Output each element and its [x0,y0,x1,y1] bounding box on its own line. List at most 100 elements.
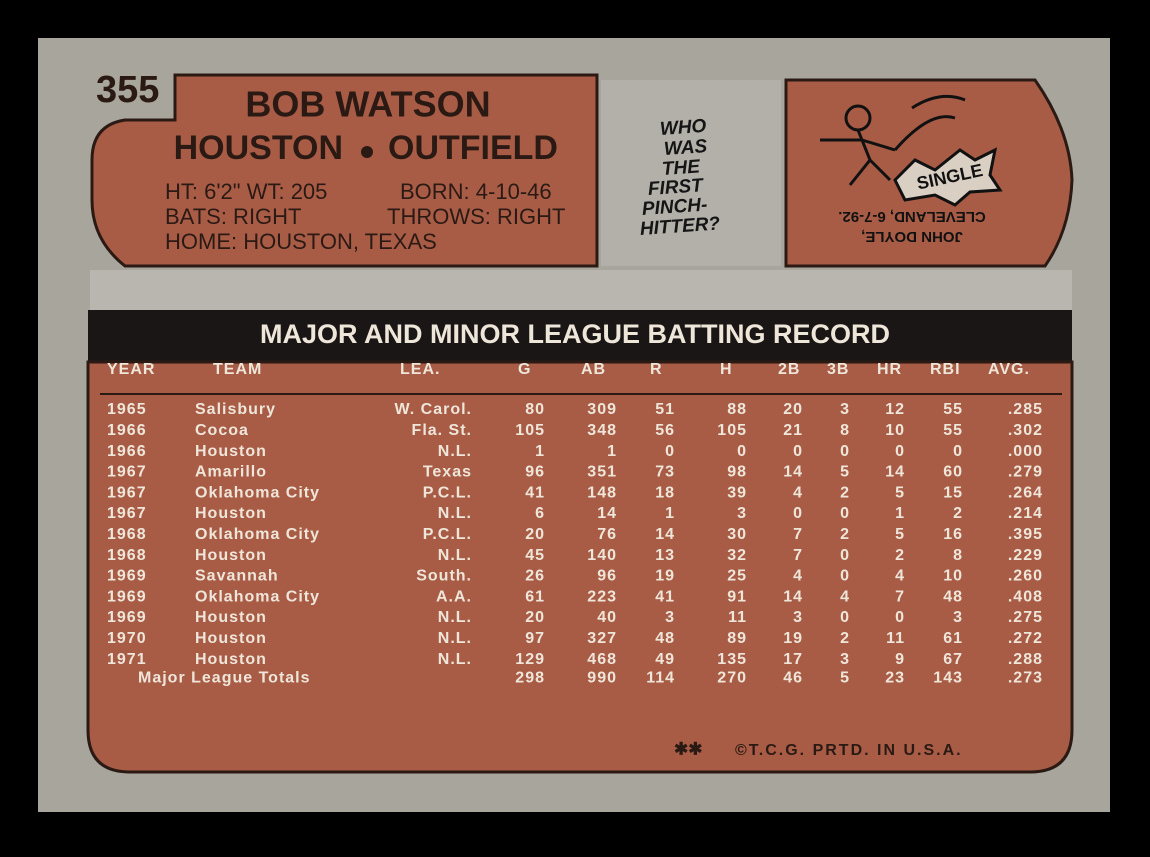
table-cell: W. Carol. [395,401,472,418]
table-cell: 61 [943,630,963,647]
table-cell: 148 [587,484,617,501]
table-cell: .000 [1008,443,1043,460]
table-cell: .272 [1008,630,1043,647]
table-cell: Texas [423,464,472,481]
table-cell: .214 [1008,505,1043,522]
column-header: R [650,361,663,378]
table-cell: 2 [840,630,850,647]
table-cell: N.L. [438,443,472,460]
table-cell: 5 [895,484,905,501]
table-cell: 41 [525,484,545,501]
table-cell: N.L. [438,630,472,647]
table-cell: 96 [525,464,545,481]
table-cell: 89 [727,630,747,647]
column-header: YEAR [107,361,155,378]
trivia-line: WHO [659,116,707,140]
table-cell: 1968 [107,526,147,543]
table-cell: 1969 [107,588,147,605]
table-cell: Salisbury [195,401,276,418]
table-cell: .302 [1008,422,1043,439]
table-cell: N.L. [438,651,472,668]
table-title: MAJOR AND MINOR LEAGUE BATTING RECORD [260,319,890,349]
table-cell: Cocoa [195,422,249,439]
table-cell: N.L. [438,609,472,626]
table-cell: 0 [840,505,850,522]
title-band [88,310,1072,362]
totals-cell: 46 [783,670,803,687]
table-cell: N.L. [438,505,472,522]
cartoon-answer: CLEVELAND, 6-7-92. [838,208,986,225]
table-cell: 1970 [107,630,147,647]
totals-cell: 5 [840,670,850,687]
bio-text: HT: 6'2" WT: 205 [165,179,327,204]
table-cell: 97 [525,630,545,647]
table-cell: 1968 [107,547,147,564]
table-cell: 3 [840,401,850,418]
table-cell: 1966 [107,422,147,439]
column-header: H [720,361,733,378]
column-header: HR [877,361,902,378]
totals-cell: .273 [1008,670,1043,687]
cartoon-answer: JOHN DOYLE, [861,228,963,245]
player-name: BOB WATSON [245,84,490,125]
bio-text: BORN: 4-10-46 [400,179,552,204]
table-cell: .260 [1008,568,1043,585]
table-cell: 80 [525,401,545,418]
table-cell: 1 [895,505,905,522]
table-cell: 96 [597,568,617,585]
table-cell: Houston [195,630,267,647]
table-cell: 48 [943,588,963,605]
table-cell: 2 [895,547,905,564]
table-cell: 129 [515,651,545,668]
column-header: TEAM [213,361,262,378]
totals-cell: 298 [515,670,545,687]
table-cell: 51 [655,401,675,418]
table-cell: 3 [840,651,850,668]
table-cell: .275 [1008,609,1043,626]
table-cell: 11 [886,630,905,647]
strip [90,270,1072,310]
table-cell: 6 [535,505,545,522]
table-cell: .395 [1008,526,1043,543]
table-cell: 30 [727,526,747,543]
table-cell: 40 [597,609,617,626]
table-cell: 4 [793,568,803,585]
table-cell: 1967 [107,484,147,501]
table-cell: 8 [840,422,850,439]
table-cell: South. [416,568,472,585]
table-cell: Savannah [195,568,279,585]
table-cell: 0 [793,505,803,522]
table-cell: 348 [587,422,617,439]
table-cell: 73 [655,464,675,481]
table-cell: 55 [943,422,963,439]
burst [893,147,1003,207]
table-cell: .408 [1008,588,1043,605]
column-header: 2B [778,361,800,378]
table-cell: Houston [195,505,267,522]
table-cell: 14 [783,464,803,481]
table-cell: 16 [943,526,963,543]
table-cell: 32 [727,547,747,564]
table-cell: 18 [655,484,675,501]
table-cell: 1967 [107,464,147,481]
table-cell: Houston [195,547,267,564]
table-cell: Fla. St. [412,422,472,439]
table-cell: 91 [727,588,747,605]
table-cell: 1 [607,443,617,460]
column-header: AB [581,361,606,378]
bullet [361,146,373,158]
table-cell: 0 [840,547,850,564]
table-cell: .279 [1008,464,1043,481]
table-cell: 67 [943,651,963,668]
table-cell: .288 [1008,651,1043,668]
table-cell: 10 [943,568,963,585]
table-cell: 3 [953,609,963,626]
table-cell: 1967 [107,505,147,522]
stats-table: YEAR TEAM LEA. G AB R H 2B 3B HR RBI AVG.1965 Salisb… [107,361,1043,687]
table-cell: 351 [587,464,617,481]
table-cell: 61 [525,588,545,605]
table-cell: 7 [793,526,803,543]
table-cell: .285 [1008,401,1043,418]
table-cell: 1 [665,505,675,522]
